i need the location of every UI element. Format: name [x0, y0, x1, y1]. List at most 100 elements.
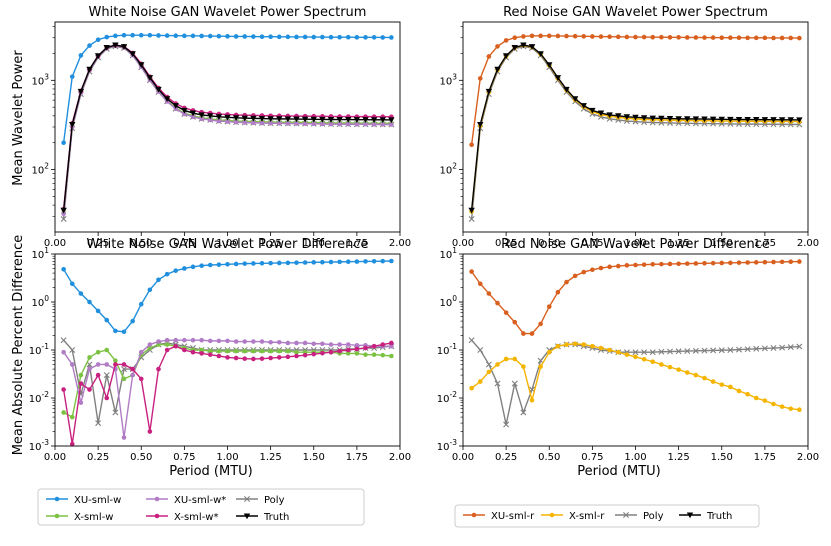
plot-frame [54, 21, 401, 233]
point-x-sml-r [797, 407, 802, 413]
point-x-sml-r [659, 362, 664, 367]
point-truth [207, 113, 214, 120]
x-tick-label: 1.50 [303, 452, 325, 463]
point-x-sml-w [147, 345, 153, 351]
series-line-xu-sml-w [63, 260, 392, 333]
point-x-sml-w-star [389, 340, 394, 346]
point-xu-sml-r [797, 35, 802, 41]
point-xu-sml-w-star [328, 121, 334, 127]
point-truth [336, 117, 343, 123]
point-xu-sml-w-star [173, 337, 179, 343]
point-xu-sml-r [503, 310, 509, 315]
point-xu-sml-w-star [285, 340, 291, 346]
point-xu-sml-w-star [337, 342, 342, 347]
point-poly [121, 366, 127, 373]
point-poly [787, 344, 794, 351]
legend-marker-poly [623, 512, 629, 518]
point-xu-sml-r [538, 33, 543, 39]
point-x-sml-w-star [164, 347, 170, 353]
point-xu-sml-r [572, 33, 578, 39]
point-x-sml-w-star [190, 349, 196, 355]
point-xu-sml-w [104, 34, 110, 40]
point-poly [667, 348, 673, 355]
point-xu-sml-w [345, 259, 351, 265]
chart-title: Red Noise GAN Wavelet Power Spectrum [503, 5, 768, 20]
point-xu-sml-r [495, 44, 500, 49]
point-truth [232, 115, 240, 122]
x-tick-label: 1.00 [216, 238, 238, 249]
point-xu-sml-r [659, 261, 664, 267]
point-xu-sml-r [572, 273, 578, 279]
point-truth [537, 51, 544, 58]
point-truth [546, 62, 553, 69]
x-tick-label: 1.75 [754, 452, 776, 463]
legend-label-x-sml-w-star: X-sml-w* [174, 512, 218, 523]
point-x-sml-w-star [78, 381, 84, 386]
point-xu-sml-r [555, 289, 561, 295]
point-poly [503, 421, 510, 428]
point-truth [796, 117, 803, 124]
point-poly [727, 347, 734, 353]
point-x-sml-r [667, 364, 673, 370]
x-tick-label: 0.25 [87, 238, 109, 249]
point-xu-sml-r [650, 262, 656, 267]
point-poly [632, 349, 639, 356]
point-xu-sml-w-star [147, 342, 153, 347]
point-truth [494, 66, 501, 73]
point-xu-sml-w [328, 259, 334, 265]
x-tick-label: 1.75 [346, 238, 368, 249]
point-xu-sml-w-star [190, 114, 196, 120]
series-line-x-sml-w [62, 44, 392, 213]
point-x-sml-w [233, 348, 239, 354]
point-x-sml-r [684, 370, 690, 375]
point-xu-sml-w [233, 261, 239, 267]
point-xu-sml-w [294, 260, 299, 265]
point-xu-sml-w [276, 34, 282, 40]
point-truth [580, 103, 587, 109]
legend-frame [454, 504, 760, 528]
point-xu-sml-w [380, 258, 386, 264]
point-x-sml-w-star [285, 354, 291, 360]
point-x-sml-w-star [138, 376, 144, 382]
point-xu-sml-r [521, 331, 526, 336]
point-x-sml-r [486, 369, 492, 375]
point-poly [718, 347, 725, 354]
point-xu-sml-w-star [61, 211, 66, 217]
point-x-sml-w-star [87, 387, 92, 392]
plot-frame [462, 21, 809, 233]
point-xu-sml-w [268, 260, 273, 266]
point-poly [520, 409, 527, 416]
point-x-sml-w-star [156, 366, 161, 372]
series-line-xu-sml-r [471, 260, 800, 335]
point-xu-sml-w-star [190, 337, 196, 343]
point-xu-sml-w-star [345, 121, 351, 127]
point-truth [284, 116, 292, 123]
x-tick-label: 1.50 [711, 238, 733, 249]
point-xu-sml-w-star [138, 349, 144, 355]
point-truth [597, 110, 605, 117]
x-tick-label: 0.25 [87, 452, 109, 463]
point-poly [649, 349, 656, 356]
ylabel-bottom: Mean Absolute Percent Difference [11, 235, 26, 456]
point-x-sml-r [495, 362, 500, 367]
point-truth [370, 117, 378, 124]
point-poly [511, 380, 518, 387]
point-xu-sml-r [581, 34, 587, 39]
x-tick-label: 0.75 [173, 452, 195, 463]
point-truth [520, 42, 527, 49]
point-poly [761, 345, 768, 352]
point-xu-sml-w-star [242, 120, 248, 125]
chart-title: White Noise GAN Wavelet Power Spectrum [89, 5, 367, 20]
point-xu-sml-w-star [276, 121, 282, 126]
point-xu-sml-r [469, 142, 474, 148]
x-tick-label: 0.50 [538, 238, 560, 249]
point-xu-sml-w-star [389, 343, 394, 349]
legend-frame [37, 488, 365, 526]
point-xu-sml-w-star [389, 122, 394, 127]
point-truth [345, 117, 352, 123]
point-xu-sml-w [138, 32, 144, 38]
point-poly [753, 345, 760, 352]
chart-panels: White Noise GAN Wavelet Power Spectrum 0.… [29, 5, 819, 463]
point-poly [468, 215, 475, 222]
point-xu-sml-r [546, 304, 552, 309]
